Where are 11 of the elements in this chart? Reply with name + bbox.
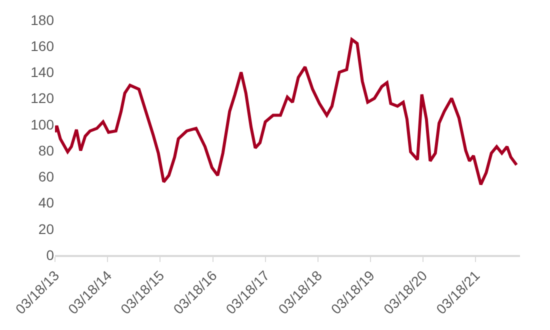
- y-tick-label: 140: [30, 64, 54, 80]
- y-tick-label: 20: [38, 220, 54, 237]
- y-tick-label: 180: [30, 12, 54, 28]
- y-tick-label: 80: [38, 142, 54, 158]
- y-tick-label: 120: [30, 90, 54, 106]
- y-tick-label: 40: [38, 194, 54, 211]
- y-tick-label: 60: [38, 168, 54, 185]
- line-series: [55, 38, 518, 186]
- y-tick-label: 100: [30, 116, 54, 132]
- y-tick-label: 160: [30, 38, 54, 54]
- y-tick-label: 0: [46, 246, 54, 263]
